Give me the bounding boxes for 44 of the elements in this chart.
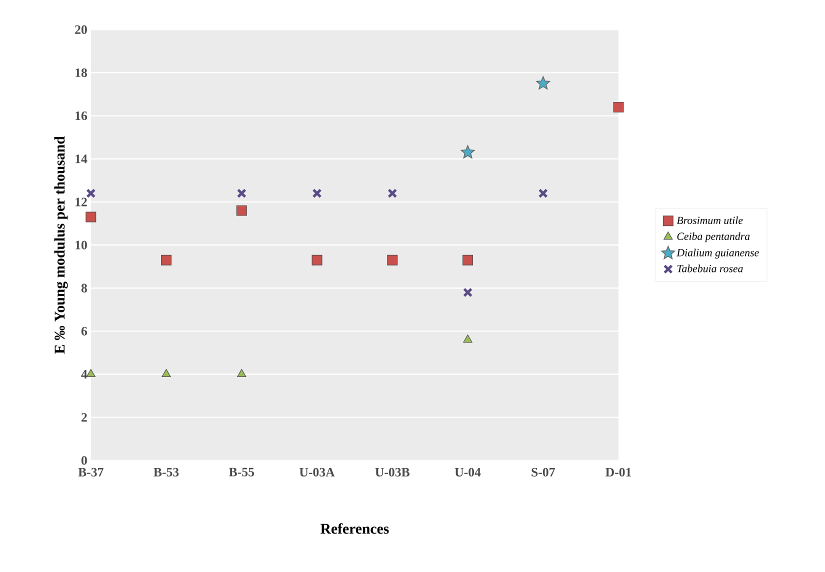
legend-label: Tabebuia rosea [677,264,743,272]
y-tick-label: 4 [81,370,88,378]
y-tick-label: 10 [76,240,87,250]
point [86,188,96,198]
x-tick-label: S-07 [532,468,555,476]
point [236,205,247,216]
point [462,254,473,266]
y-tick-label: 8 [81,284,87,292]
y-tick-label: 16 [76,111,88,120]
point [387,254,398,266]
x-tick-label: U-03A [300,468,335,476]
point [613,102,624,112]
point [86,212,96,222]
y-tick-label: 18 [76,68,87,78]
x-tick-label: D-01 [606,468,632,476]
point [162,368,171,377]
point [312,254,322,266]
y-tick-label: 20 [75,25,87,34]
y-tick-label: 0 [81,456,87,465]
x-tick-label: B-37 [78,468,104,476]
point [536,76,550,90]
x-tick-label: B-55 [229,468,254,476]
y-tick-label: 14 [76,154,88,164]
legend-label: Dialium guianense [676,248,759,259]
point [237,368,246,377]
point [460,145,475,158]
x-tick-label: U-04 [454,468,481,476]
x-axis-title: References [320,523,389,534]
point [236,188,246,198]
point [388,188,398,198]
point [538,188,548,198]
x-tick-label: B-53 [154,468,179,476]
point [463,334,472,343]
y-tick-label: 6 [81,326,88,336]
legend-label: Brosimum utile [676,216,743,224]
y-tick-label: 2 [82,413,87,422]
point [86,368,96,377]
point [312,188,322,198]
x-tick-label: U-03B [375,468,410,476]
y-tick-label: 12 [76,198,87,206]
legend-label: Ceiba pentandra [677,232,750,242]
point [161,254,172,266]
y-axis-title: E ‰ Young modulus per thousand [54,136,68,354]
point [462,288,473,298]
